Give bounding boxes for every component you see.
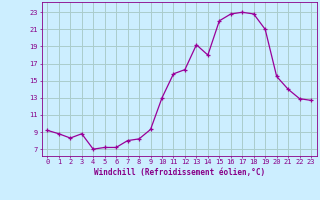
- X-axis label: Windchill (Refroidissement éolien,°C): Windchill (Refroidissement éolien,°C): [94, 168, 265, 177]
